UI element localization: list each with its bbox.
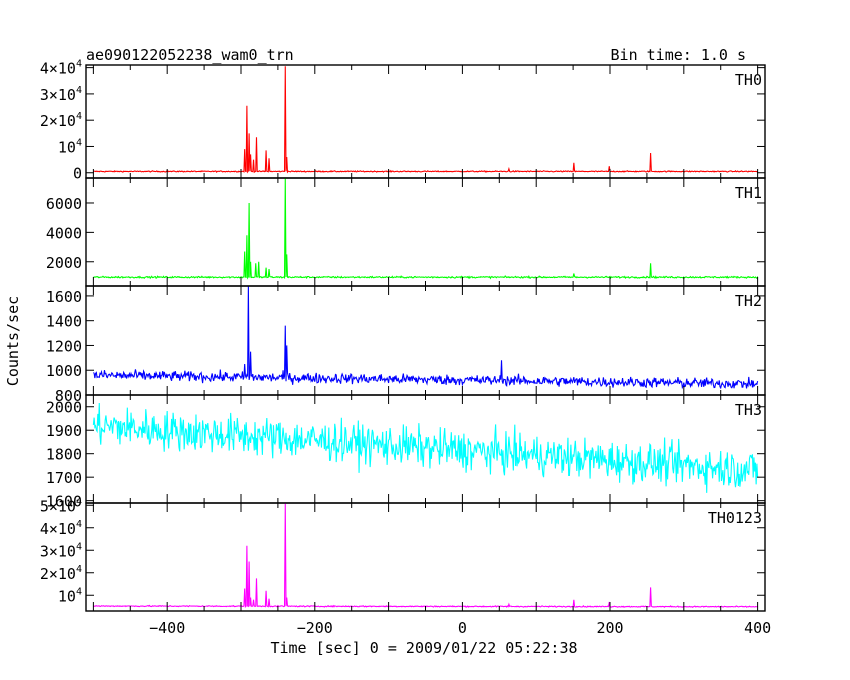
y-tick-label: 1600 — [46, 288, 82, 306]
series-line-th2 — [92, 286, 759, 390]
x-tick-label: −200 — [297, 619, 333, 637]
y-tick-label: 1400 — [46, 313, 82, 331]
series-line-th1 — [93, 178, 759, 280]
series-line-th0 — [93, 66, 758, 174]
panel-th0: TH0 0 104 2×104 3×104 4×104 — [40, 59, 766, 183]
panel-label-th0123: TH0123 — [708, 509, 762, 527]
panel-th3: TH3 1600 1700 1800 1900 2000 — [46, 394, 766, 511]
y-tick-label: 1900 — [46, 422, 82, 440]
panel-label-th3: TH3 — [735, 401, 762, 419]
x-tick-label: 400 — [744, 619, 771, 637]
y-tick-label: 104 — [58, 137, 82, 156]
y-tick-label: 3×104 — [40, 541, 82, 560]
y-axis-label: Counts/sec — [4, 296, 22, 386]
panel-th0123: TH0123 104 2×104 3×104 4×104 5×104 — [40, 496, 766, 612]
y-tick-label: 4000 — [46, 224, 82, 242]
panel-frame — [85, 177, 766, 287]
bin-time-label: Bin time: 1.0 s — [611, 46, 746, 64]
series-line-th3 — [92, 403, 759, 493]
y-tick-label: 800 — [55, 387, 82, 405]
y-tick-label: 2×104 — [40, 564, 82, 583]
x-tick-label: −400 — [149, 619, 185, 637]
y-tick-label: 1200 — [46, 337, 82, 355]
chart-title: ae090122052238_wam0_trn — [86, 46, 294, 64]
x-tick-label: 200 — [596, 619, 623, 637]
panel-frame — [85, 394, 766, 504]
y-tick-label: 5×104 — [40, 496, 82, 515]
panel-label-th2: TH2 — [735, 292, 762, 310]
panels-group: TH0 0 104 2×104 3×104 4×104 TH1 2000 4000 6000 TH2… — [40, 59, 766, 612]
panel-frame — [85, 64, 766, 179]
y-tick-label: 2×104 — [40, 111, 82, 130]
panel-frame — [85, 502, 766, 612]
x-axis-label: Time [sec] 0 = 2009/01/22 05:22:38 — [270, 639, 577, 657]
y-tick-label: 1600 — [46, 493, 82, 511]
y-tick-label: 2000 — [46, 399, 82, 417]
y-tick-label: 1700 — [46, 469, 82, 487]
y-tick-label: 104 — [58, 586, 82, 605]
x-axis-labels: −400 −200 0 200 400 — [149, 619, 771, 637]
y-tick-label: 4×104 — [40, 59, 82, 78]
y-tick-label: 6000 — [46, 195, 82, 213]
series-line-th0123 — [93, 503, 758, 609]
y-tick-label: 4×104 — [40, 519, 82, 538]
y-tick-label: 1800 — [46, 446, 82, 464]
y-tick-label: 3×104 — [40, 85, 82, 104]
panel-label-th1: TH1 — [735, 184, 762, 202]
panel-th1: TH1 2000 4000 6000 — [46, 177, 766, 287]
panel-th2: TH2 800 1000 1200 1400 1600 — [46, 285, 766, 405]
y-tick-label: 1000 — [46, 362, 82, 380]
y-tick-label: 2000 — [46, 254, 82, 272]
panel-label-th0: TH0 — [735, 71, 762, 89]
x-tick-label: 0 — [458, 619, 467, 637]
y-tick-label: 0 — [73, 165, 82, 183]
